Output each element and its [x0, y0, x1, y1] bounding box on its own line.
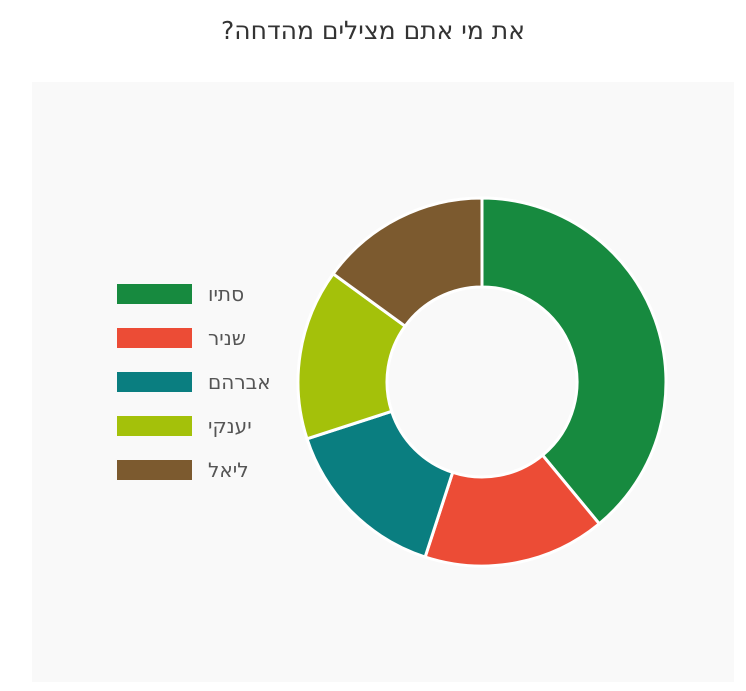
- legend-label: שניר: [208, 326, 246, 350]
- chart-title: את מי אתם מצילים מהדחה?: [221, 16, 525, 45]
- slice-liel[interactable]: [331, 196, 484, 329]
- legend-label: אברהם: [208, 370, 271, 394]
- slice-snir[interactable]: [423, 453, 602, 568]
- legend-item[interactable]: יענקי: [117, 415, 271, 437]
- legend-label: יענקי: [208, 414, 252, 438]
- legend-item[interactable]: שניר: [117, 327, 271, 349]
- chart-legend: סתיו שניר אברהם יענקי ליאל: [117, 283, 271, 503]
- legend-swatch: [117, 372, 192, 392]
- legend-swatch: [117, 284, 192, 304]
- slice-stav[interactable]: [480, 196, 668, 526]
- legend-item[interactable]: סתיו: [117, 283, 271, 305]
- legend-item[interactable]: ליאל: [117, 459, 271, 481]
- legend-item[interactable]: אברהם: [117, 371, 271, 393]
- legend-swatch: [117, 460, 192, 480]
- legend-swatch: [117, 416, 192, 436]
- legend-label: סתיו: [208, 282, 245, 306]
- legend-label: ליאל: [208, 458, 249, 482]
- legend-swatch: [117, 328, 192, 348]
